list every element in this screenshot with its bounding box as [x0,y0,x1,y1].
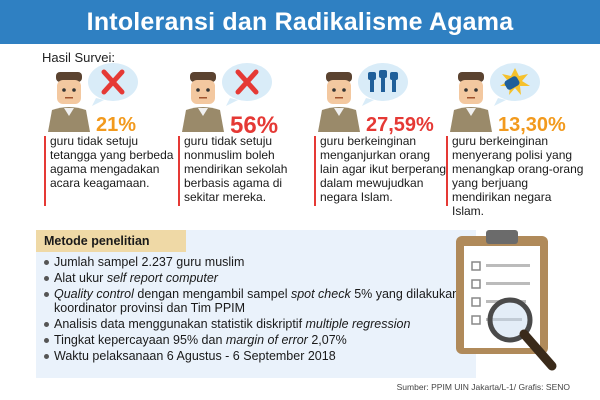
person-icon [48,72,90,132]
clipboard-magnifier-icon [456,230,557,371]
stat-card-1: 21% guru tidak setuju tetangga yang berb… [44,62,182,222]
stat-card-2: 56% guru tidak setuju nonmuslim boleh me… [178,62,316,222]
method-item: Alat ukur self report computer [42,271,472,285]
method-item-text: Quality control [54,287,134,301]
method-item: Waktu pelaksanaan 6 Agustus - 6 Septembe… [42,349,472,363]
stat-card-4: 13,30% guru berkeinginan menyerang polis… [446,62,584,222]
divider [314,136,316,206]
method-item: Analisis data menggunakan statistik disk… [42,317,472,331]
method-item: Tingkat kepercayaan 95% dan margin of er… [42,333,472,347]
method-item-text: Alat ukur [54,271,107,285]
stat-description: guru berkeinginan menyerang polisi yang … [452,134,584,218]
stat-description: guru tidak setuju tetangga yang berbeda … [50,134,174,190]
method-item-text: Analisis data menggunakan statistik disk… [54,317,306,331]
page-title: Intoleransi dan Radikalisme Agama [86,7,514,36]
method-item: Jumlah sampel 2.237 guru muslim [42,255,472,269]
method-item-text: Tingkat kepercayaan 95% dan [54,333,226,347]
method-item: Quality control dengan mengambil sampel … [42,287,472,315]
stat-percent: 56% [230,112,279,139]
stat-description: guru tidak setuju nonmuslim boleh mendir… [184,134,288,204]
person-icon [182,72,224,132]
method-item-text: 2,07% [307,333,347,347]
method-item-text: Waktu pelaksanaan 6 Agustus - 6 Septembe… [54,349,336,363]
stat-percent: 21% [96,114,137,136]
stat-percent: 13,30% [498,114,566,136]
person-icon [450,72,492,132]
method-panel [36,230,476,378]
person-icon [318,72,360,132]
stat-description: guru berkeinginan menganjurkan orang lai… [320,134,447,204]
survey-label: Hasil Survei: [42,50,115,65]
raised-fists-icon [358,63,408,106]
punch-icon [490,63,540,106]
title-banner: Intoleransi dan Radikalisme Agama [0,0,600,44]
source-credit: Sumber: PPIM UIN Jakarta/L-1/ Grafis: SE… [396,382,570,392]
method-item-text: margin of error [225,333,308,347]
method-title: Metode penelitian [36,230,186,252]
red-x-icon [222,63,272,106]
method-item-text: self report computer [106,271,218,285]
method-item-text: Jumlah sampel 2.237 guru muslim [54,255,245,269]
method-item-text: spot check [290,287,351,301]
divider [178,136,180,206]
method-list: Jumlah sampel 2.237 guru muslim Alat ukur… [42,255,472,365]
method-item-text: multiple regression [305,317,411,331]
divider [446,136,448,206]
divider [44,136,46,206]
stat-percent: 27,59% [366,114,434,136]
stat-card-3: 27,59% guru berkeinginan menganjurkan or… [314,62,452,222]
method-item-text: dengan mengambil sampel [133,287,291,301]
red-x-icon [88,63,138,106]
method-item-text: 5% yang dilakukan koordinator provinsi d… [54,287,460,315]
